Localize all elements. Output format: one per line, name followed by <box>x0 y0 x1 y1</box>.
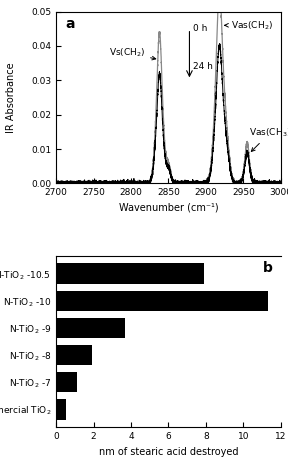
Text: Vs(CH$_2$): Vs(CH$_2$) <box>109 47 156 60</box>
Bar <box>56 372 77 392</box>
Bar <box>56 345 92 365</box>
Text: Vas(CH$_2$): Vas(CH$_2$) <box>225 19 273 31</box>
Text: 24 h: 24 h <box>193 62 213 71</box>
Bar <box>56 291 268 311</box>
X-axis label: nm of stearic acid destroyed: nm of stearic acid destroyed <box>99 447 238 457</box>
Bar <box>56 263 204 284</box>
Text: 0 h: 0 h <box>193 24 208 33</box>
Text: b: b <box>263 261 273 275</box>
Bar <box>56 318 126 338</box>
Text: a: a <box>65 17 75 30</box>
Y-axis label: IR Absorbance: IR Absorbance <box>6 62 16 133</box>
Text: Vas(CH$_3$): Vas(CH$_3$) <box>249 126 288 152</box>
Bar <box>56 399 67 419</box>
X-axis label: Wavenumber (cm⁻¹): Wavenumber (cm⁻¹) <box>119 203 218 213</box>
